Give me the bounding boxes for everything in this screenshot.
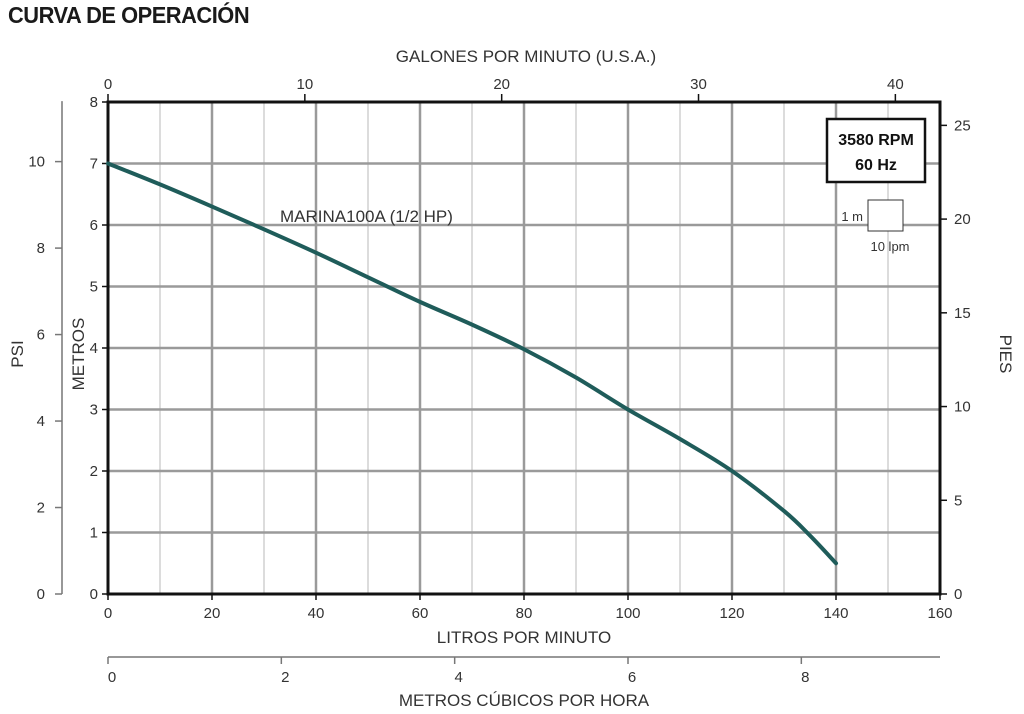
series-line-0 — [106, 161, 838, 566]
right-tick-label: 10 — [954, 399, 971, 416]
top-tick-label: 0 — [104, 76, 112, 93]
left-outer-axis-label: PSI — [8, 340, 27, 367]
x-tick-label: 0 — [104, 605, 112, 622]
y-tick-label: 7 — [90, 156, 98, 173]
series-layer — [106, 161, 838, 566]
x-tick-label: 60 — [412, 605, 429, 622]
y-tick-label: 0 — [90, 586, 98, 603]
x-tick-label: 40 — [308, 605, 325, 622]
psi-tick-label: 0 — [37, 586, 45, 603]
top-tick-label: 40 — [887, 76, 904, 93]
right-tick-label: 5 — [954, 492, 962, 509]
psi-tick-label: 10 — [28, 154, 45, 171]
y-tick-label: 6 — [90, 217, 98, 234]
psi-tick-label: 2 — [37, 500, 45, 517]
right-tick-label: 0 — [954, 586, 962, 603]
y-tick-label: 4 — [90, 340, 98, 357]
x-tick-label: 100 — [615, 605, 640, 622]
info-box — [825, 117, 927, 184]
info-box-rpm: 3580 RPM — [838, 132, 914, 149]
m3h-tick-label: 6 — [628, 669, 636, 686]
y-tick-label: 8 — [90, 94, 98, 111]
grid-layer — [108, 102, 940, 594]
psi-tick-label: 8 — [37, 240, 45, 257]
m3h-tick-label: 0 — [108, 669, 116, 686]
y-tick-label: 2 — [90, 463, 98, 480]
scale-legend-square — [867, 199, 904, 232]
x-tick-label: 140 — [823, 605, 848, 622]
y-tick-label: 5 — [90, 279, 98, 296]
x-tick-label: 80 — [516, 605, 533, 622]
scale-legend-vertical: 1 m — [841, 209, 863, 224]
top-tick-label: 30 — [690, 76, 707, 93]
y-tick-label: 3 — [90, 402, 98, 419]
psi-tick-label: 4 — [37, 413, 45, 430]
top-tick-label: 10 — [296, 76, 313, 93]
m3h-tick-label: 2 — [281, 669, 289, 686]
right-tick-label: 15 — [954, 305, 971, 322]
x-tick-label: 160 — [927, 605, 952, 622]
m3h-tick-label: 8 — [801, 669, 809, 686]
page-title: CURVA DE OPERACIÓN — [8, 2, 250, 28]
x-tick-label: 120 — [719, 605, 744, 622]
top-axis-label: GALONES POR MINUTO (U.S.A.) — [396, 47, 656, 66]
top-tick-label: 20 — [493, 76, 510, 93]
series-label: MARINA100A (1/2 HP) — [280, 207, 453, 226]
right-tick-label: 20 — [954, 211, 971, 228]
psi-tick-label: 6 — [37, 327, 45, 344]
x-tick-label: 20 — [204, 605, 221, 622]
scale-legend-horizontal: 10 lpm — [870, 239, 909, 254]
bottom-outer-axis-label: METROS CÚBICOS POR HORA — [399, 691, 650, 710]
info-box-hz: 60 Hz — [855, 157, 897, 174]
y-tick-label: 1 — [90, 525, 98, 542]
right-axis-label: PIES — [996, 335, 1015, 374]
y-axis-label: METROS — [69, 318, 88, 391]
x-axis-label: LITROS POR MINUTO — [437, 628, 611, 647]
m3h-tick-label: 4 — [454, 669, 462, 686]
right-tick-label: 25 — [954, 117, 971, 134]
